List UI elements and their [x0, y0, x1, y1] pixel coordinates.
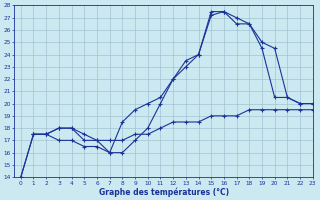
X-axis label: Graphe des températures (°C): Graphe des températures (°C) — [99, 187, 229, 197]
